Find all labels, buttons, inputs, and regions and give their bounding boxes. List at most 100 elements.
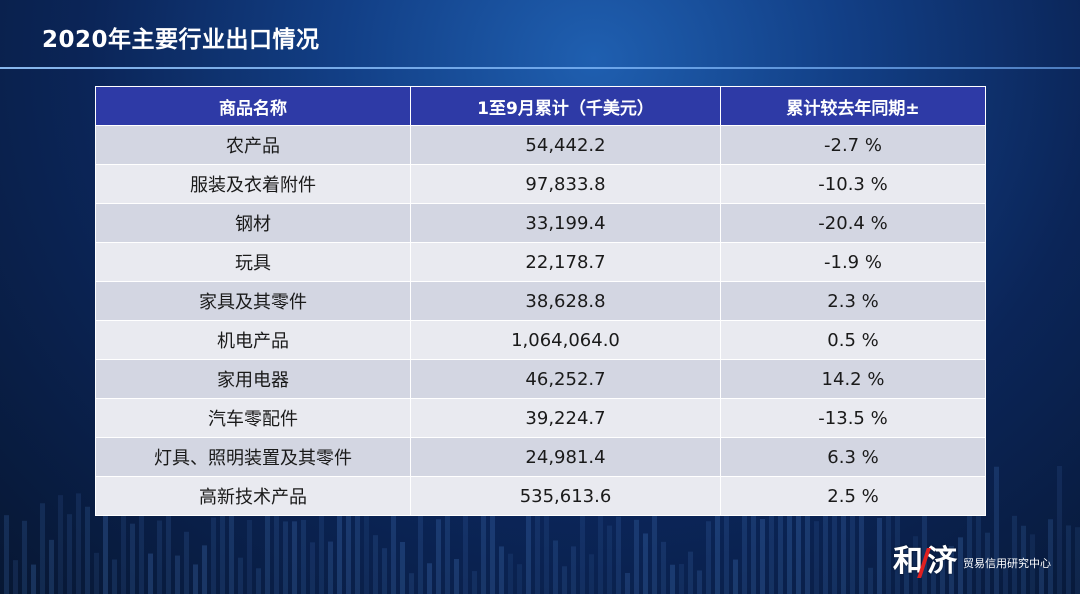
table-row: 农产品 54,442.2 -2.7 %: [95, 125, 986, 165]
background-bar: [1021, 525, 1026, 594]
background-bar: [13, 560, 18, 594]
background-bar: [832, 495, 837, 594]
background-bar: [661, 541, 666, 594]
background-bar: [409, 573, 414, 594]
background-bar: [706, 521, 711, 594]
background-bar: [562, 566, 567, 594]
background-bar: [112, 559, 117, 594]
background-bar: [526, 509, 531, 594]
background-bar: [463, 466, 468, 594]
background-bar: [247, 519, 252, 594]
table-row: 高新技术产品 535,613.6 2.5 %: [95, 476, 986, 516]
cumulative-value-cell: 1,064,064.0: [410, 320, 721, 360]
product-name-cell: 玩具: [95, 242, 411, 282]
table-row: 玩具 22,178.7 -1.9 %: [95, 242, 986, 282]
yoy-change-cell: -13.5 %: [720, 398, 986, 438]
background-bar: [382, 548, 387, 594]
background-bar: [130, 523, 135, 594]
background-bar: [733, 559, 738, 594]
background-bar: [238, 557, 243, 594]
header-cumulative-value: 1至9月累计（千美元）: [410, 86, 721, 126]
header-yoy-change: 累计较去年同期±: [720, 86, 986, 126]
background-bar: [67, 514, 72, 594]
background-bar: [490, 494, 495, 594]
background-bar: [616, 516, 621, 594]
cumulative-value-cell: 97,833.8: [410, 164, 721, 204]
background-bar: [400, 541, 405, 594]
background-bar: [31, 564, 36, 594]
yoy-change-cell: 2.5 %: [720, 476, 986, 516]
product-name-cell: 钢材: [95, 203, 411, 243]
product-name-cell: 家用电器: [95, 359, 411, 399]
background-bar: [49, 539, 54, 594]
product-name-cell: 汽车零配件: [95, 398, 411, 438]
product-name-cell: 家具及其零件: [95, 281, 411, 321]
background-bar: [292, 521, 297, 594]
background-bar: [220, 501, 225, 594]
background-bar: [958, 537, 963, 594]
background-bar: [229, 482, 234, 594]
background-bar: [913, 536, 918, 594]
background-bar: [184, 531, 189, 594]
cumulative-value-cell: 33,199.4: [410, 203, 721, 243]
logo-mark-right: 济: [927, 544, 957, 579]
background-bar: [94, 552, 99, 594]
background-bar: [976, 474, 981, 594]
background-bar: [310, 542, 315, 594]
background-bar: [76, 493, 81, 594]
background-bar: [391, 491, 396, 594]
logo-mark-left: 和: [893, 544, 923, 579]
logo-text: 贸易信用研究中心: [963, 557, 1051, 570]
background-bar: [445, 503, 450, 594]
product-name-cell: 高新技术产品: [95, 476, 411, 516]
background-bar: [985, 532, 990, 594]
background-bar: [760, 518, 765, 594]
background-bar: [580, 479, 585, 594]
background-bar: [805, 497, 810, 594]
background-bar: [472, 571, 477, 594]
background-bar: [337, 470, 342, 594]
background-bar: [589, 554, 594, 594]
background-bar: [499, 546, 504, 594]
background-bar: [373, 535, 378, 594]
product-name-cell: 灯具、照明装置及其零件: [95, 437, 411, 477]
background-bar: [940, 551, 945, 594]
background-bar: [1003, 563, 1008, 594]
yoy-change-cell: -20.4 %: [720, 203, 986, 243]
background-bar: [688, 551, 693, 594]
background-bar: [121, 459, 126, 594]
background-bar: [895, 492, 900, 594]
background-bar: [40, 503, 45, 594]
cumulative-value-cell: 22,178.7: [410, 242, 721, 282]
background-bar: [787, 479, 792, 594]
yoy-change-cell: 0.5 %: [720, 320, 986, 360]
background-bar: [850, 513, 855, 594]
background-bar: [778, 514, 783, 594]
background-bar: [877, 517, 882, 594]
background-bar: [139, 493, 144, 594]
background-bar: [1030, 534, 1035, 594]
yoy-change-cell: -2.7 %: [720, 125, 986, 165]
yoy-change-cell: -1.9 %: [720, 242, 986, 282]
background-bar: [922, 458, 927, 594]
background-bar: [301, 519, 306, 594]
background-bar: [886, 494, 891, 594]
logo-mark: 和济: [893, 536, 957, 580]
product-name-cell: 农产品: [95, 125, 411, 165]
background-bar: [823, 457, 828, 594]
background-bar: [904, 549, 909, 594]
background-bar: [103, 461, 108, 594]
cumulative-value-cell: 535,613.6: [410, 476, 721, 516]
background-bar: [796, 508, 801, 594]
background-bar: [994, 466, 999, 594]
background-bar: [607, 525, 612, 594]
page-title: 2020年主要行业出口情况: [42, 27, 320, 53]
background-bar: [508, 553, 513, 594]
background-bar: [769, 467, 774, 594]
background-bar: [148, 553, 153, 594]
brand-logo: 和济 贸易信用研究中心: [893, 536, 1051, 580]
background-bar: [328, 541, 333, 594]
background-bar: [931, 569, 936, 594]
export-table: 商品名称 1至9月累计（千美元） 累计较去年同期± 农产品 54,442.2 -2.…: [95, 86, 986, 516]
background-bar: [1066, 525, 1071, 594]
